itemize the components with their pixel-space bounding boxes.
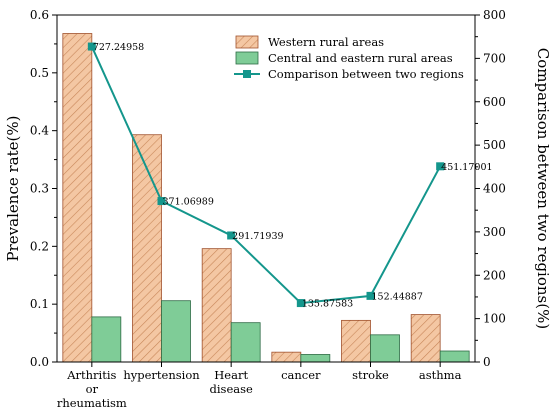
bar-central-eastern [91, 316, 122, 363]
x-tick-label: cancer [281, 368, 321, 382]
y2-tick-label: 700 [483, 51, 506, 65]
y2-tick-label: 600 [483, 95, 506, 109]
bar-central-eastern [300, 354, 331, 363]
y2-tick-label: 200 [483, 268, 506, 282]
bar-western [410, 314, 441, 363]
x-tick-label: rheumatism [57, 396, 127, 410]
x-tick-label: asthma [419, 368, 462, 382]
y2-tick-label: 0 [483, 355, 491, 369]
bar-western [271, 351, 302, 363]
y-tick-label: 0.5 [30, 66, 49, 80]
x-tick-label: disease [210, 382, 254, 396]
bar-central-eastern [230, 322, 261, 363]
line-marker [87, 42, 96, 51]
x-tick-label: stroke [352, 368, 389, 382]
data-label: 371.06989 [163, 197, 214, 208]
bar-western [62, 33, 93, 363]
bar-western [132, 134, 162, 363]
data-label: 451.17001 [441, 162, 492, 173]
legend-swatch-central-eastern [235, 51, 259, 65]
axes-layer: 0.0 0.1 0.2 0.3 0.4 0.5 0.6 0 100 200 300 400 500 600… [4, 8, 550, 410]
y2-tick-label: 400 [483, 182, 506, 196]
bar-western [201, 248, 232, 363]
data-label: 152.44887 [372, 291, 423, 302]
line-marker [366, 291, 375, 300]
x-tick-label: Arthritis [66, 368, 116, 382]
y-tick-label: 0.3 [30, 182, 49, 196]
y2-tick-label: 300 [483, 225, 506, 239]
y-tick-label: 0.4 [30, 124, 49, 138]
bar-central-eastern [439, 350, 470, 363]
legend-swatch-western [235, 35, 259, 49]
data-label: 135.87583 [302, 299, 353, 310]
legend-label-comparison: Comparison between two regions [268, 67, 464, 81]
y-tick-label: 0.0 [30, 355, 49, 369]
y-tick-label: 0.6 [30, 8, 49, 22]
y2-tick-label: 800 [483, 8, 506, 22]
line-comparison [90, 46, 442, 305]
line-marker [227, 231, 236, 240]
y-axis-title: Prevalence rate(%) [4, 116, 22, 262]
legend-swatch-comparison-marker [243, 70, 251, 78]
bar-central-eastern [161, 300, 191, 363]
y2-tick-label: 500 [483, 138, 506, 152]
bar-central-eastern [370, 334, 400, 363]
line-marker [296, 299, 305, 308]
data-label: 727.24958 [93, 42, 144, 53]
x-tick-label: or [86, 382, 99, 396]
y2-tick-label: 100 [483, 312, 506, 326]
y2-axis-title: Comparison between two regions(%) [534, 48, 550, 329]
legend-label-central-eastern: Central and eastern rural areas [268, 51, 453, 65]
legend: Western rural areas Central and eastern r… [234, 35, 464, 81]
legend-label-western: Western rural areas [268, 35, 384, 49]
data-label: 291.71939 [232, 231, 283, 242]
line-marker [436, 162, 445, 171]
bar-western [341, 319, 371, 363]
y-tick-label: 0.1 [30, 297, 49, 311]
line-marker [157, 197, 166, 206]
y-tick-label: 0.2 [30, 239, 49, 253]
bars-layer [62, 33, 470, 363]
x-tick-label: hypertension [123, 368, 200, 382]
x-tick-label: Heart [214, 368, 248, 382]
line-layer: 727.24958 371.06989 291.71939 135.87583 152.… [87, 42, 493, 310]
